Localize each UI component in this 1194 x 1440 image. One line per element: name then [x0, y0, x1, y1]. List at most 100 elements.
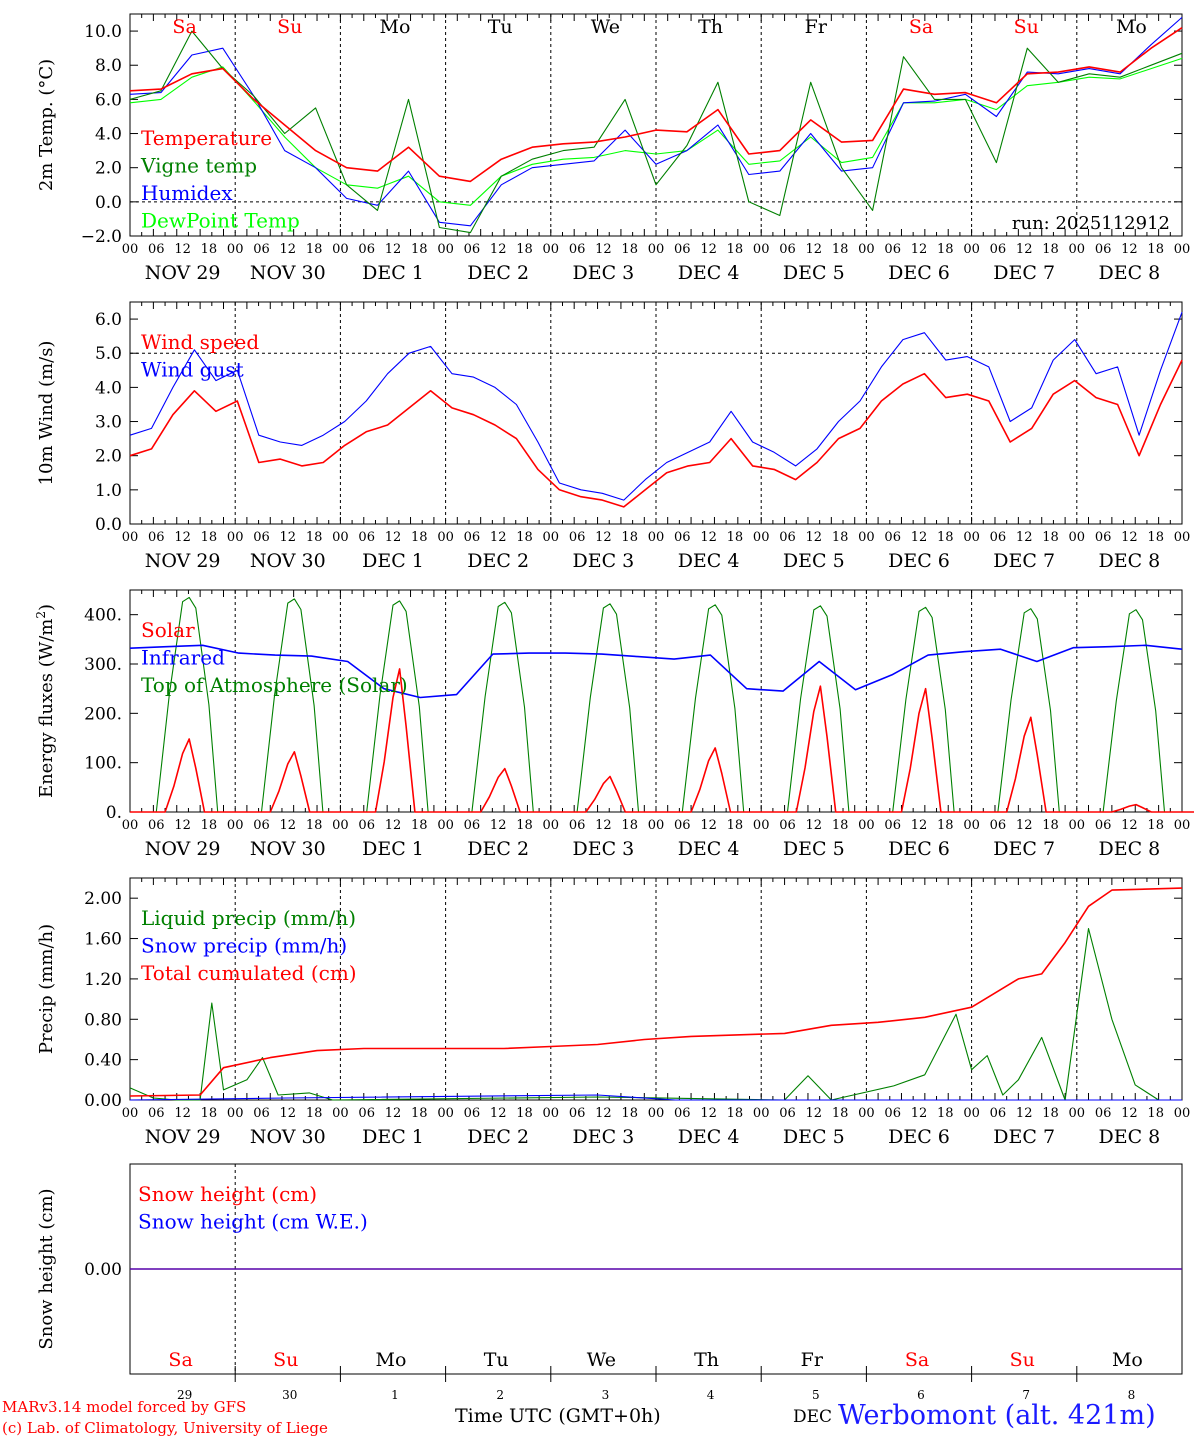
date-label: DEC 8	[1099, 1126, 1161, 1148]
date-label: DEC 7	[993, 262, 1055, 284]
series-total-cumulated-cm-	[129, 887, 1183, 1097]
hour-tick-label: 00	[648, 530, 665, 545]
day-number-label: 2	[496, 1388, 504, 1402]
day-number-label: 7	[1022, 1388, 1030, 1402]
hour-tick-label: 18	[937, 530, 954, 545]
y-tick-label: 0.0	[95, 515, 122, 535]
hour-tick-label: 00	[963, 242, 980, 257]
hour-tick-label: 00	[858, 530, 875, 545]
hour-tick-label: 18	[1147, 242, 1164, 257]
hour-tick-label: 00	[963, 818, 980, 833]
hour-tick-label: 18	[411, 818, 428, 833]
series-wind-speed	[129, 359, 1183, 508]
hour-tick-label: 06	[779, 242, 796, 257]
hour-tick-label: 18	[832, 1106, 849, 1121]
y-tick-label: 6.0	[95, 90, 122, 110]
hour-tick-label: 12	[1016, 818, 1033, 833]
legend-entry: Wind gust	[141, 358, 244, 382]
legend-entry: Humidex	[141, 181, 233, 205]
date-label: NOV 30	[250, 262, 326, 284]
date-label: DEC 7	[993, 550, 1055, 572]
date-label: DEC 3	[573, 838, 635, 860]
date-label: DEC 5	[783, 550, 845, 572]
hour-tick-label: 06	[884, 242, 901, 257]
hour-tick-label: 06	[779, 1106, 796, 1121]
hour-tick-label: 06	[464, 1106, 481, 1121]
date-label: NOV 30	[250, 1126, 326, 1148]
hour-tick-label: 06	[358, 530, 375, 545]
series-top-of-atmosphere	[130, 596, 1194, 813]
hour-tick-label: 12	[280, 242, 297, 257]
hour-tick-label: 12	[490, 818, 507, 833]
hour-tick-label: 18	[937, 818, 954, 833]
y-tick-label: 4.0	[95, 125, 122, 145]
legend-entry: Liquid precip (mm/h)	[141, 906, 356, 930]
y-tick-label: 2.0	[95, 447, 122, 467]
hour-tick-label: 06	[148, 818, 165, 833]
hour-tick-label: 12	[700, 818, 717, 833]
y-tick-label: 4.0	[95, 378, 122, 398]
hour-tick-label: 00	[437, 530, 454, 545]
hour-tick-label: 12	[806, 1106, 823, 1121]
series-humidex	[129, 16, 1183, 227]
hour-tick-label: 18	[937, 1106, 954, 1121]
hour-tick-label: 18	[306, 530, 323, 545]
date-label: NOV 29	[145, 550, 221, 572]
hour-tick-label: 12	[700, 1106, 717, 1121]
hour-tick-label: 00	[437, 242, 454, 257]
hour-tick-label: 06	[253, 1106, 270, 1121]
hour-tick-label: 06	[148, 530, 165, 545]
hour-tick-label: 18	[1147, 818, 1164, 833]
day-number-label: 3	[602, 1388, 610, 1402]
hour-tick-label: 12	[174, 818, 191, 833]
date-label: DEC 3	[573, 550, 635, 572]
date-label: DEC 1	[362, 838, 424, 860]
hour-tick-label: 12	[280, 818, 297, 833]
hour-tick-label: 12	[1121, 818, 1138, 833]
hour-tick-label: 12	[595, 242, 612, 257]
y-axis-label: 2m Temp. (°C)	[36, 59, 57, 191]
hour-tick-label: 18	[306, 818, 323, 833]
panel-snow: 0.00 Snow height (cm) Snow height (cm) Snow…	[36, 1163, 1183, 1402]
date-label: DEC 3	[573, 262, 635, 284]
date-label: DEC 1	[362, 1126, 424, 1148]
hour-tick-label: 18	[621, 818, 638, 833]
series-wind-gust	[129, 312, 1183, 501]
date-label: DEC 7	[993, 838, 1055, 860]
hour-tick-label: 00	[753, 818, 770, 833]
legend-entry: Total cumulated (cm)	[141, 961, 357, 985]
hour-tick-label: 18	[832, 530, 849, 545]
hour-tick-label: 18	[516, 530, 533, 545]
hour-tick-label: 06	[674, 530, 691, 545]
hour-tick-label: 00	[332, 530, 349, 545]
date-label: DEC 4	[678, 550, 740, 572]
hour-tick-label: 12	[1121, 242, 1138, 257]
hour-tick-label: 00	[648, 242, 665, 257]
y-tick-label: 400.	[84, 606, 122, 626]
legend-entry: Wind speed	[141, 330, 259, 354]
weekday-label: Tu	[484, 1349, 509, 1371]
date-label: NOV 30	[250, 550, 326, 572]
hour-tick-label: 00	[1174, 818, 1191, 833]
panel-energy: 400. 300. 200. 100. 0. Energy fluxes (W/m2) 00…	[34, 589, 1194, 860]
weekday-label: Tu	[488, 16, 513, 38]
y-tick-label: 0.00	[84, 1260, 122, 1280]
hour-tick-label: 18	[1147, 530, 1164, 545]
legend-entry: Temperature	[141, 126, 272, 150]
hour-tick-label: 18	[1042, 242, 1059, 257]
hour-tick-label: 12	[174, 530, 191, 545]
hour-tick-label: 12	[1016, 1106, 1033, 1121]
hour-tick-label: 06	[253, 530, 270, 545]
date-label: NOV 29	[145, 838, 221, 860]
hour-tick-label: 18	[937, 242, 954, 257]
legend-entry: DewPoint Temp	[141, 209, 300, 233]
hour-tick-label: 00	[1174, 530, 1191, 545]
hour-tick-label: 00	[1069, 242, 1086, 257]
hour-tick-label: 06	[1095, 818, 1112, 833]
hour-tick-label: 12	[595, 1106, 612, 1121]
weekday-label: Su	[277, 16, 302, 38]
y-axis-label: 10m Wind (m/s)	[36, 341, 57, 486]
day-number-label: 29	[177, 1388, 192, 1402]
hour-tick-label: 00	[753, 1106, 770, 1121]
